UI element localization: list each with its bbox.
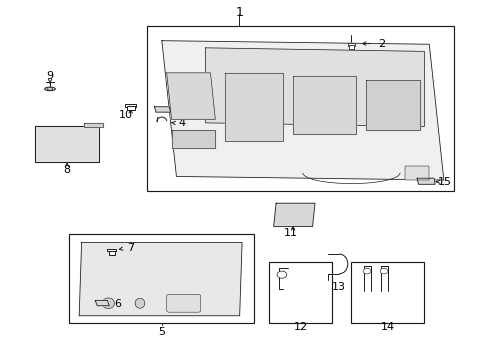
Text: 12: 12 bbox=[293, 322, 307, 332]
Bar bbox=[351, 262, 424, 323]
Text: 2: 2 bbox=[378, 39, 385, 49]
Text: 6: 6 bbox=[114, 299, 122, 309]
Text: 5: 5 bbox=[158, 327, 165, 337]
Circle shape bbox=[277, 271, 286, 278]
Text: 1: 1 bbox=[235, 6, 243, 19]
Polygon shape bbox=[366, 80, 419, 130]
Polygon shape bbox=[162, 41, 443, 180]
Text: 3: 3 bbox=[179, 105, 185, 114]
Polygon shape bbox=[95, 300, 109, 306]
Bar bbox=[268, 262, 331, 323]
Bar bbox=[126, 106, 134, 111]
Text: 9: 9 bbox=[46, 71, 54, 81]
Ellipse shape bbox=[135, 298, 144, 308]
Polygon shape bbox=[205, 48, 424, 126]
Text: 10: 10 bbox=[118, 110, 132, 120]
Text: 8: 8 bbox=[63, 165, 70, 175]
Text: 7: 7 bbox=[126, 243, 134, 253]
Polygon shape bbox=[154, 107, 170, 112]
Polygon shape bbox=[35, 126, 99, 162]
Ellipse shape bbox=[44, 87, 55, 91]
Polygon shape bbox=[166, 73, 215, 119]
Polygon shape bbox=[171, 130, 215, 148]
Text: 13: 13 bbox=[331, 282, 345, 292]
Text: 4: 4 bbox=[178, 118, 185, 128]
Circle shape bbox=[363, 268, 370, 274]
Bar bbox=[348, 45, 354, 49]
Bar bbox=[69, 234, 254, 323]
Bar bbox=[109, 251, 115, 255]
Bar bbox=[107, 249, 116, 251]
Bar bbox=[347, 43, 355, 46]
Circle shape bbox=[379, 268, 387, 274]
Text: 15: 15 bbox=[437, 177, 451, 187]
Polygon shape bbox=[79, 243, 242, 316]
Bar bbox=[147, 26, 453, 191]
Ellipse shape bbox=[102, 298, 114, 309]
Polygon shape bbox=[292, 76, 356, 134]
Bar bbox=[404, 166, 428, 180]
Ellipse shape bbox=[47, 88, 53, 90]
Bar bbox=[125, 104, 136, 107]
Text: 11: 11 bbox=[283, 228, 297, 238]
Polygon shape bbox=[84, 123, 103, 127]
Polygon shape bbox=[224, 73, 283, 141]
Text: 14: 14 bbox=[380, 322, 394, 332]
Polygon shape bbox=[273, 203, 314, 226]
FancyBboxPatch shape bbox=[166, 294, 201, 312]
Polygon shape bbox=[416, 178, 434, 184]
